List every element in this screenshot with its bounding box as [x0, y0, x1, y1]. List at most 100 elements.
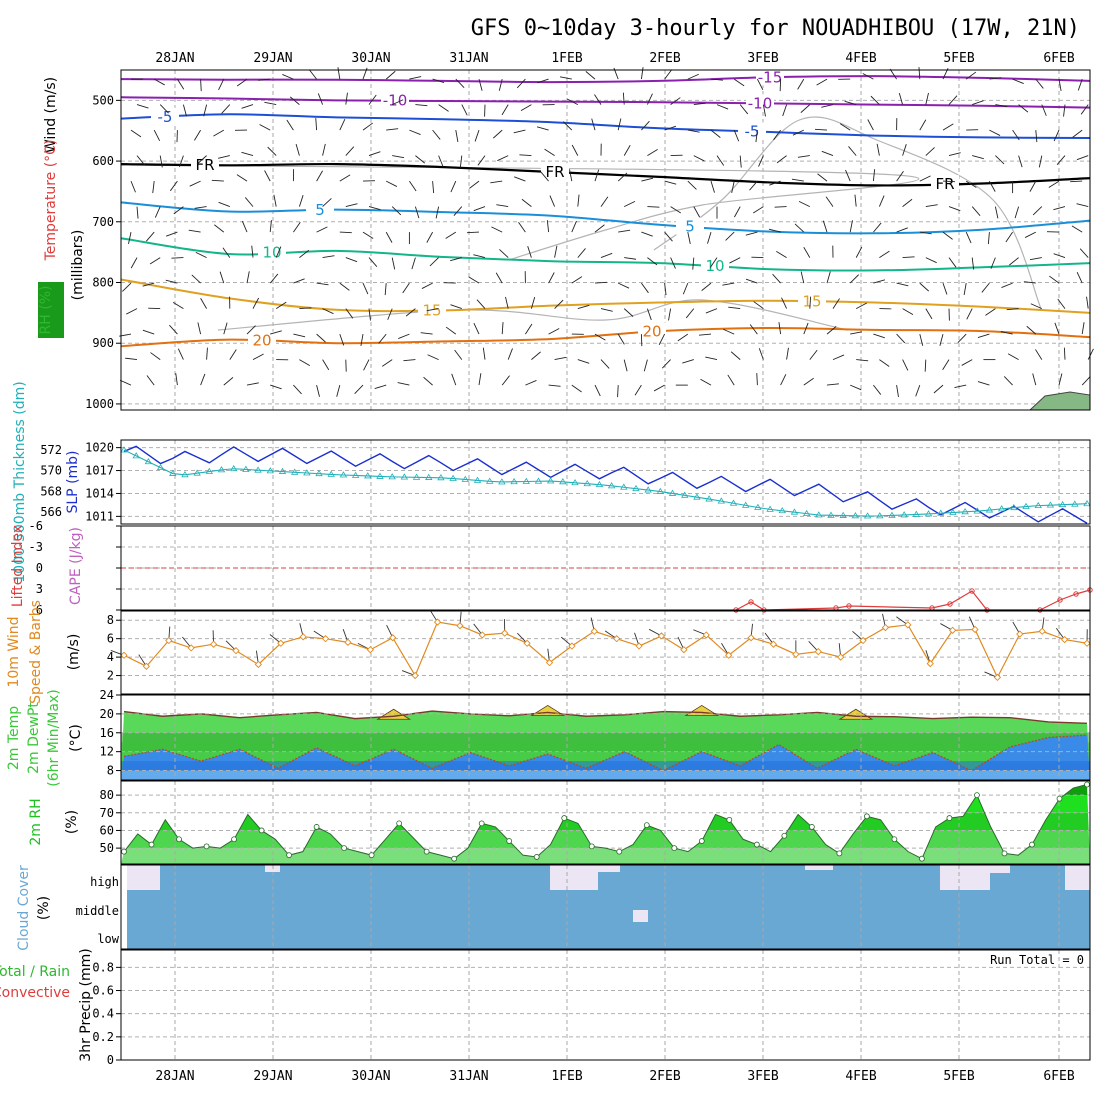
upper-wind-barb-342 — [269, 273, 279, 284]
rh-point-24 — [451, 855, 458, 862]
upper-wind-barb-309 — [473, 254, 486, 259]
lifted-index-line — [735, 589, 1091, 611]
temp-line — [123, 710, 1088, 725]
top-date-5: 2FEB — [649, 51, 680, 66]
upper-wind-barb-291 — [1024, 231, 1037, 238]
upper-wind-barb-529 — [700, 378, 712, 386]
upper-wind-barb-536 — [873, 384, 882, 395]
upper-wind-barb-212 — [173, 206, 184, 215]
wind-speed-point-7 — [277, 639, 285, 647]
rh-point-56 — [891, 836, 898, 843]
thickness-point-55 — [790, 508, 799, 515]
rh-point-30 — [533, 854, 540, 860]
wind-speed-point-14 — [433, 618, 442, 626]
upper-wind-barb-523 — [571, 384, 582, 393]
upper-wind-barb-403 — [705, 308, 718, 314]
upper-wind-barb-453 — [896, 333, 906, 344]
upper-wind-barb-80 — [1018, 104, 1029, 113]
upper-wind-barb-514 — [354, 384, 364, 395]
upper-wind-barb-527 — [653, 384, 665, 392]
upper-wind-barb-383 — [252, 297, 260, 309]
upper-wind-barb-102 — [536, 126, 549, 131]
temp-units-axis-label: (°C) — [68, 724, 84, 752]
upper-wind-barb-56 — [461, 104, 468, 116]
upper-wind-barb-493 — [856, 359, 869, 362]
thickness-tick-572: 572 — [40, 443, 62, 457]
upper-wind-barb-134 — [322, 143, 326, 156]
wind-speed-point-24 — [657, 632, 666, 640]
upper-wind-barb-237 — [752, 206, 764, 214]
clear-sky-gap-8 — [1065, 865, 1090, 890]
rh-point-66 — [1029, 841, 1035, 848]
upper-wind-barb-95 — [386, 128, 399, 131]
upper-wind-barb-268 — [491, 226, 503, 233]
upper-wind-barb-75 — [898, 92, 904, 105]
upper-wind-barb-43 — [159, 104, 169, 114]
bottom-date-1: 29JAN — [253, 1069, 292, 1084]
upper-wind-barb-251 — [1076, 203, 1089, 208]
contour-label-bg-9 — [676, 217, 704, 235]
upper-wind-barb-316 — [647, 257, 658, 266]
upper-wind-barb-450 — [826, 326, 837, 335]
run-total-label: Run Total = 0 — [990, 953, 1084, 967]
upper-wind-barb-25 — [710, 78, 723, 81]
upper-wind-barb-484 — [643, 359, 648, 372]
upper-wind-barb-139 — [438, 155, 444, 167]
upper-wind-barb-216 — [273, 194, 277, 207]
upper-wind-barb-367 — [849, 274, 860, 284]
upper-wind-barb-328 — [925, 257, 937, 264]
upper-wind-barb-459 — [1026, 325, 1037, 335]
upper-wind-barb-525 — [617, 385, 619, 398]
upper-wind-barb-157 — [848, 146, 857, 156]
upper-wind-barb-307 — [429, 257, 439, 267]
upper-wind-barb-407 — [809, 296, 812, 309]
upper-wind-barb-352 — [495, 272, 503, 284]
upper-wind-barb-428 — [316, 333, 326, 343]
upper-wind-barb-526 — [634, 384, 642, 396]
upper-wind-barb-448 — [778, 322, 782, 335]
upper-wind-barb-44 — [182, 104, 187, 117]
upper-wind-barb-431 — [378, 333, 387, 344]
bottom-date-6: 3FEB — [747, 1069, 778, 1084]
upper-wind-barb-135 — [345, 146, 355, 156]
upper-wind-barb-303 — [345, 257, 358, 263]
upper-wind-barb-411 — [902, 308, 914, 315]
upper-wind-barb-191 — [664, 180, 677, 185]
upper-wind-barb-380 — [172, 302, 184, 309]
upper-wind-barb-419 — [1086, 296, 1089, 309]
upper-wind-barb-225 — [473, 206, 486, 212]
upper-wind-barb-236 — [733, 206, 741, 218]
upper-wind-barb-66 — [693, 102, 706, 106]
upper-wind-barb-377 — [1076, 272, 1083, 284]
upper-wind-barb-100 — [492, 129, 503, 139]
rh2m-units-axis-label: (%) — [64, 810, 80, 834]
upper-wind-barb-82 — [1063, 104, 1066, 117]
upper-wind-barb-164 — [1018, 155, 1023, 168]
rh-band-3 — [121, 795, 1090, 813]
thickness-point-61 — [863, 512, 872, 519]
upper-wind-barb-7 — [282, 74, 294, 80]
upper-wind-barb-101 — [513, 129, 526, 134]
rh-point-62 — [974, 792, 980, 799]
upper-wind-barb-326 — [879, 250, 890, 258]
temp2m-frame — [120, 694, 1091, 781]
upper-wind-barb-226 — [496, 204, 509, 208]
thickness-point-16 — [315, 469, 323, 477]
upper-wind-barb-385 — [299, 307, 312, 310]
li--6-tick-label: -6 — [29, 519, 43, 533]
bottom-date-8: 5FEB — [943, 1069, 974, 1084]
upper-wind-barb-345 — [339, 282, 350, 291]
lifted-index-axis-label: Lifted Index — [10, 525, 26, 607]
upper-wind-barb-177 — [339, 174, 351, 182]
wind-speed-point-6 — [254, 660, 263, 669]
wind-speed-point-18 — [523, 639, 531, 647]
upper-wind-barb-169 — [152, 181, 155, 194]
thickness-point-10 — [242, 465, 250, 472]
upper-wind-barb-396 — [554, 299, 564, 309]
upper-wind-barb-343 — [293, 278, 305, 284]
thickness-line — [123, 449, 1088, 517]
upper-wind-barb-333 — [1029, 257, 1042, 261]
wind-speed-point-10 — [344, 638, 352, 646]
isotherm--10 — [120, 96, 1091, 109]
upper-wind-barb-38 — [1012, 78, 1024, 85]
